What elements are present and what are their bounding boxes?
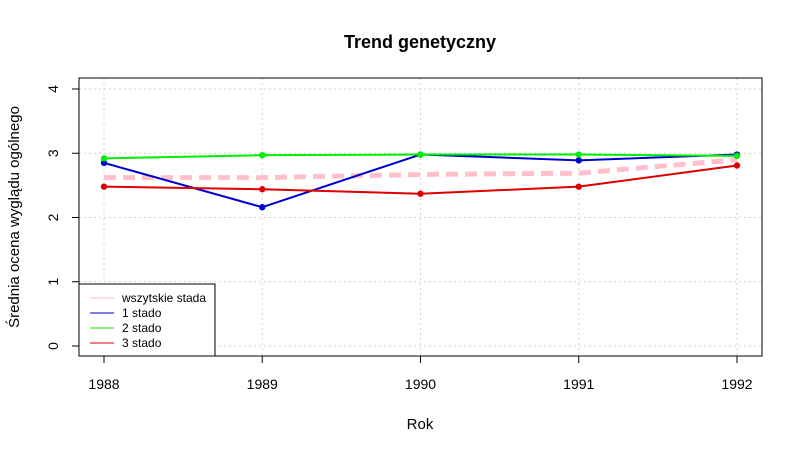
legend-box (78, 283, 216, 357)
data-point (259, 204, 266, 211)
data-point (100, 183, 108, 190)
y-tick-label: 3 (45, 149, 61, 157)
data-point (100, 159, 108, 167)
series-line-1 (104, 157, 738, 181)
x-tick-label: 1989 (247, 376, 278, 392)
data-point (417, 190, 424, 197)
data-point (575, 183, 582, 190)
legend-label: 3 stado (122, 336, 162, 350)
x-tick-label: 1992 (721, 376, 752, 392)
x-tick-label: 1990 (405, 376, 436, 392)
legend-label: 2 stado (122, 321, 162, 335)
legend-label: 1 stado (122, 306, 162, 320)
chart-title: Trend genetyczny (344, 32, 496, 52)
data-point (733, 152, 741, 160)
plot-frame (78, 77, 763, 357)
data-point (100, 155, 108, 162)
y-tick-label: 0 (45, 342, 61, 350)
x-tick-label: 1988 (88, 376, 119, 392)
data-point (417, 151, 424, 158)
legend-label: wszytskie stada (121, 291, 206, 305)
x-axis-label: Rok (407, 416, 434, 433)
y-tick-label: 1 (45, 278, 61, 286)
y-tick-label: 4 (45, 85, 61, 93)
data-point (575, 151, 582, 158)
x-tick-label: 1991 (563, 376, 594, 392)
data-point (733, 162, 741, 169)
y-axis-label: Średnia ocena wyglądu ogólnego (5, 106, 23, 328)
data-point (259, 186, 266, 193)
series-layer (100, 151, 741, 211)
y-tick-label: 2 (45, 213, 61, 221)
data-point (575, 157, 582, 164)
data-point (259, 151, 266, 159)
